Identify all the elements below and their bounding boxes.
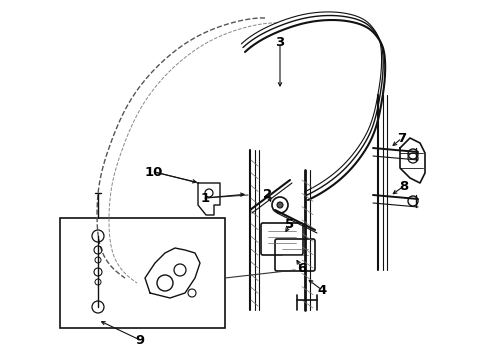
Text: 9: 9 xyxy=(135,333,145,346)
Text: 5: 5 xyxy=(286,217,294,230)
Circle shape xyxy=(277,202,283,208)
Text: 1: 1 xyxy=(200,192,210,204)
Text: 4: 4 xyxy=(318,284,327,297)
Text: 8: 8 xyxy=(399,180,409,193)
Text: 6: 6 xyxy=(297,262,307,275)
Text: 10: 10 xyxy=(145,166,163,179)
Text: 3: 3 xyxy=(275,36,285,49)
Text: 7: 7 xyxy=(397,131,407,144)
Text: 2: 2 xyxy=(264,188,272,201)
Bar xyxy=(60,218,225,328)
